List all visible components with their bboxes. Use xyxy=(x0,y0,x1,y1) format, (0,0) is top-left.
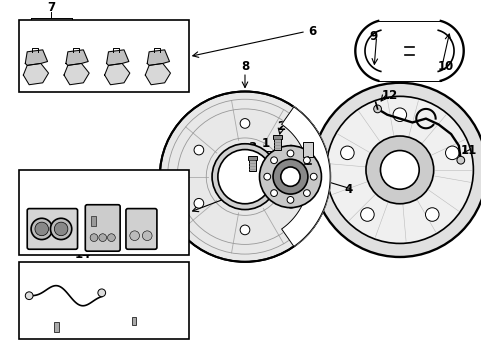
Circle shape xyxy=(325,96,472,243)
Text: 10: 10 xyxy=(437,60,453,73)
Circle shape xyxy=(303,190,310,197)
Circle shape xyxy=(312,83,486,257)
Circle shape xyxy=(240,118,249,128)
Circle shape xyxy=(456,156,464,164)
FancyBboxPatch shape xyxy=(85,205,120,251)
Circle shape xyxy=(373,105,381,113)
Polygon shape xyxy=(147,50,169,66)
Circle shape xyxy=(160,91,329,262)
Bar xyxy=(131,317,135,325)
Circle shape xyxy=(194,198,203,208)
Circle shape xyxy=(35,222,48,236)
Circle shape xyxy=(286,197,293,203)
Circle shape xyxy=(303,157,310,164)
Text: 13: 13 xyxy=(285,161,302,174)
Text: 8: 8 xyxy=(241,60,248,73)
Circle shape xyxy=(270,157,277,164)
Circle shape xyxy=(310,173,316,180)
Bar xyxy=(303,142,312,157)
Circle shape xyxy=(90,234,98,242)
Bar xyxy=(272,135,281,139)
Bar xyxy=(91,216,96,226)
Circle shape xyxy=(264,173,270,180)
Bar xyxy=(20,262,188,339)
Circle shape xyxy=(360,208,373,221)
Polygon shape xyxy=(281,107,329,247)
Circle shape xyxy=(270,190,277,197)
Text: 2: 2 xyxy=(276,120,285,133)
Text: 1: 1 xyxy=(261,137,269,150)
Circle shape xyxy=(54,222,68,236)
Bar xyxy=(20,20,188,93)
Circle shape xyxy=(194,145,203,155)
Text: 5: 5 xyxy=(315,158,323,172)
Polygon shape xyxy=(64,63,89,85)
FancyBboxPatch shape xyxy=(126,208,157,249)
Circle shape xyxy=(285,198,295,208)
Text: 3: 3 xyxy=(248,141,256,154)
Text: 4: 4 xyxy=(344,183,352,196)
Circle shape xyxy=(99,234,106,242)
Circle shape xyxy=(25,292,33,300)
Text: 14: 14 xyxy=(75,248,91,261)
Text: 12: 12 xyxy=(381,89,397,102)
Circle shape xyxy=(129,231,139,240)
Bar xyxy=(54,322,59,332)
Circle shape xyxy=(286,150,293,157)
Bar xyxy=(248,158,255,171)
Circle shape xyxy=(50,218,72,239)
Circle shape xyxy=(240,225,249,235)
Circle shape xyxy=(392,108,406,121)
Polygon shape xyxy=(25,50,47,66)
Circle shape xyxy=(98,289,105,297)
Text: 7: 7 xyxy=(47,1,55,14)
Circle shape xyxy=(259,146,321,208)
Circle shape xyxy=(31,218,52,239)
Circle shape xyxy=(365,136,433,204)
Circle shape xyxy=(340,146,353,159)
Polygon shape xyxy=(66,50,88,66)
Circle shape xyxy=(445,146,458,159)
Circle shape xyxy=(380,150,418,189)
Bar xyxy=(247,156,256,160)
Circle shape xyxy=(142,231,152,240)
Polygon shape xyxy=(106,50,128,66)
Circle shape xyxy=(280,167,300,186)
Polygon shape xyxy=(104,63,129,85)
Bar xyxy=(273,137,280,149)
Text: 6: 6 xyxy=(308,25,316,38)
Circle shape xyxy=(212,144,277,210)
Text: 11: 11 xyxy=(460,144,476,157)
Polygon shape xyxy=(145,63,170,85)
Circle shape xyxy=(285,145,295,155)
Circle shape xyxy=(218,149,271,204)
Circle shape xyxy=(107,234,115,242)
FancyBboxPatch shape xyxy=(27,208,78,249)
Bar xyxy=(20,170,188,255)
Circle shape xyxy=(425,208,438,221)
Text: 9: 9 xyxy=(369,30,377,43)
Polygon shape xyxy=(23,63,48,85)
Circle shape xyxy=(272,159,307,194)
